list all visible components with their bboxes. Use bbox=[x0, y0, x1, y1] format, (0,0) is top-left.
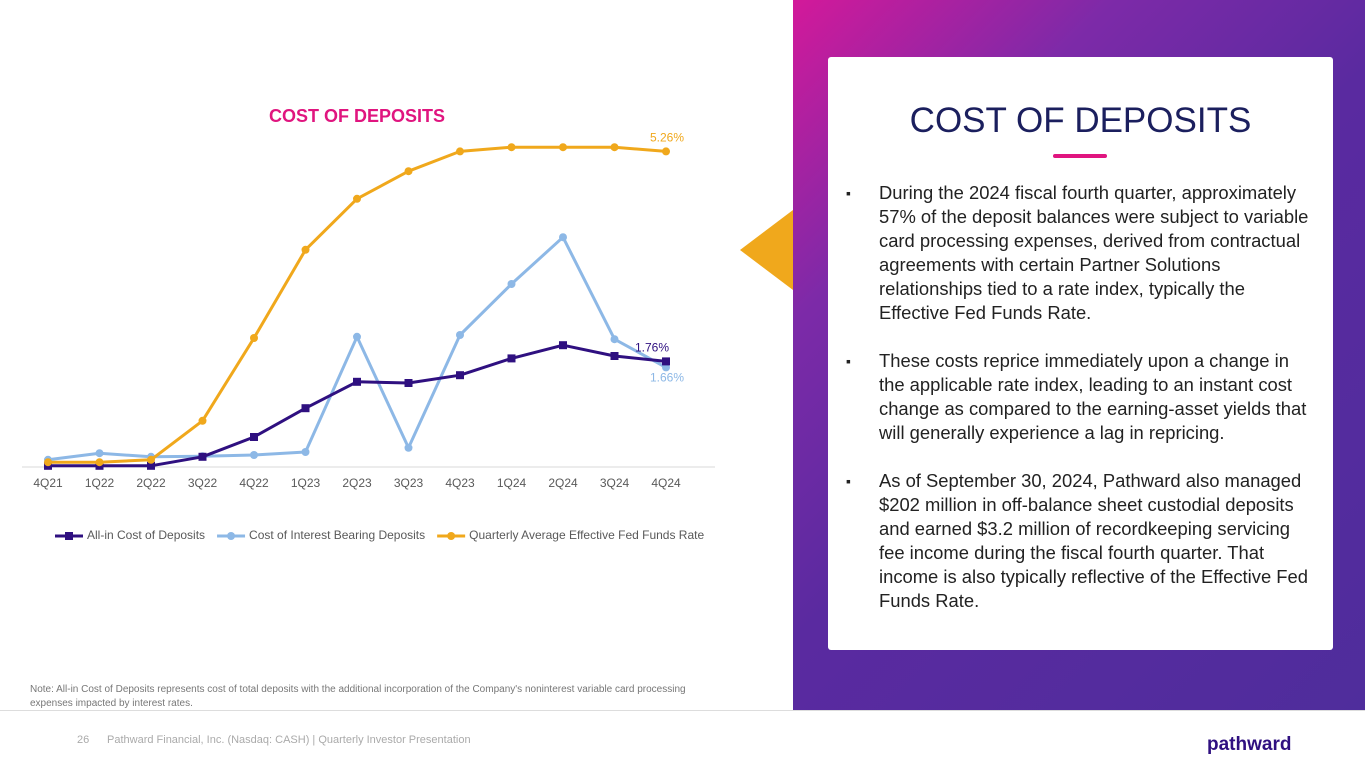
x-tick-label: 4Q23 bbox=[445, 476, 475, 490]
marker bbox=[250, 433, 258, 441]
data-label: 1.66% bbox=[650, 371, 684, 385]
data-label: 1.76% bbox=[635, 341, 669, 355]
marker bbox=[404, 167, 413, 176]
marker bbox=[456, 147, 464, 156]
series-line bbox=[48, 145, 667, 464]
marker bbox=[353, 194, 361, 203]
decor-triangle bbox=[740, 210, 793, 290]
page-number: 26 bbox=[77, 734, 90, 746]
marker bbox=[198, 416, 207, 425]
marker bbox=[44, 458, 52, 467]
x-tick-label: 1Q22 bbox=[85, 476, 115, 490]
marker bbox=[250, 451, 258, 459]
x-tick-label: 2Q22 bbox=[136, 476, 166, 490]
x-tick-label: 4Q24 bbox=[651, 476, 681, 490]
legend-marker bbox=[447, 532, 456, 540]
marker bbox=[507, 143, 516, 152]
x-tick-label: 2Q24 bbox=[548, 476, 578, 490]
marker bbox=[662, 147, 670, 156]
legend-label: Cost of Interest Bearing Deposits bbox=[249, 528, 425, 542]
marker bbox=[250, 334, 258, 342]
x-tick-label: 3Q24 bbox=[600, 476, 630, 490]
marker bbox=[610, 143, 619, 152]
bullet: During the 2024 fiscal fourth quarter, a… bbox=[846, 181, 1316, 325]
marker bbox=[404, 443, 413, 452]
x-tick-label: 3Q23 bbox=[394, 476, 424, 490]
marker bbox=[662, 357, 670, 366]
marker bbox=[353, 377, 361, 386]
marker bbox=[301, 245, 310, 254]
card: COST OF DEPOSITS During the 2024 fiscal … bbox=[828, 57, 1333, 650]
x-tick-label: 4Q21 bbox=[33, 476, 63, 490]
title-underline bbox=[1053, 154, 1107, 158]
marker bbox=[559, 341, 567, 350]
bullet: These costs reprice immediately upon a c… bbox=[846, 349, 1316, 445]
divider bbox=[0, 710, 1365, 711]
marker bbox=[147, 461, 155, 470]
marker bbox=[456, 371, 464, 380]
marker bbox=[456, 331, 464, 339]
bullet: As of September 30, 2024, Pathward also … bbox=[846, 469, 1316, 613]
marker bbox=[353, 332, 361, 341]
marker bbox=[301, 404, 310, 413]
note: Note: All-in Cost of Deposits represents… bbox=[30, 684, 686, 709]
panel-title: COST OF DEPOSITS bbox=[909, 101, 1252, 140]
chart-title: COST OF DEPOSITS bbox=[269, 106, 445, 126]
chart: COST OF DEPOSITS 4Q21 1Q22 2Q22 3Q22 4Q22 1Q2… bbox=[22, 106, 793, 542]
data-label: 5.26% bbox=[650, 131, 684, 145]
bullet-list: During the 2024 fiscal fourth quarter, a… bbox=[846, 181, 1316, 637]
marker bbox=[559, 233, 567, 242]
legend-label: All-in Cost of Deposits bbox=[87, 528, 205, 542]
x-tick-label: 3Q22 bbox=[188, 476, 218, 490]
marker bbox=[198, 452, 207, 461]
marker bbox=[507, 354, 516, 363]
legend-marker bbox=[65, 532, 73, 540]
marker bbox=[404, 379, 413, 387]
marker bbox=[95, 458, 104, 467]
marker bbox=[147, 455, 155, 464]
x-tick-label: 2Q23 bbox=[342, 476, 372, 490]
marker bbox=[301, 448, 310, 456]
x-tick-label: 4Q22 bbox=[239, 476, 269, 490]
legend-marker bbox=[227, 532, 236, 540]
footer-text: Pathward Financial, Inc. (Nasdaq: CASH) … bbox=[107, 734, 471, 746]
legend-label: Quarterly Average Effective Fed Funds Ra… bbox=[469, 528, 704, 542]
marker bbox=[507, 280, 516, 288]
x-tick-label: 1Q23 bbox=[291, 476, 321, 490]
marker bbox=[610, 335, 619, 344]
marker bbox=[559, 143, 567, 152]
series-line bbox=[48, 343, 667, 468]
marker bbox=[610, 352, 619, 360]
x-tick-label: 1Q24 bbox=[497, 476, 527, 490]
logo: pathward bbox=[1207, 734, 1292, 755]
marker bbox=[95, 449, 104, 458]
